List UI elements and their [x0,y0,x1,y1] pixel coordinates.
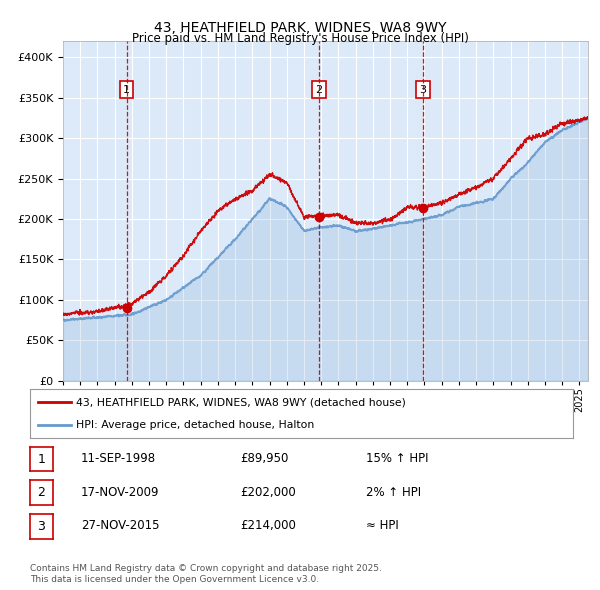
Text: This data is licensed under the Open Government Licence v3.0.: This data is licensed under the Open Gov… [30,575,319,584]
Text: 3: 3 [419,85,426,95]
Text: 2% ↑ HPI: 2% ↑ HPI [366,486,421,499]
Text: 15% ↑ HPI: 15% ↑ HPI [366,452,428,465]
Text: 3: 3 [37,520,46,533]
Text: 2: 2 [316,85,323,95]
Text: 43, HEATHFIELD PARK, WIDNES, WA8 9WY (detached house): 43, HEATHFIELD PARK, WIDNES, WA8 9WY (de… [76,398,406,408]
Text: Contains HM Land Registry data © Crown copyright and database right 2025.: Contains HM Land Registry data © Crown c… [30,565,382,573]
Text: 1: 1 [37,453,46,466]
Text: 1: 1 [123,85,130,95]
Text: 11-SEP-1998: 11-SEP-1998 [81,452,156,465]
Text: £89,950: £89,950 [240,452,289,465]
Text: HPI: Average price, detached house, Halton: HPI: Average price, detached house, Halt… [76,419,314,430]
Text: 43, HEATHFIELD PARK, WIDNES, WA8 9WY: 43, HEATHFIELD PARK, WIDNES, WA8 9WY [154,21,446,35]
Text: £202,000: £202,000 [240,486,296,499]
Text: 2: 2 [37,486,46,499]
Text: 17-NOV-2009: 17-NOV-2009 [81,486,160,499]
Text: ≈ HPI: ≈ HPI [366,519,399,532]
Text: Price paid vs. HM Land Registry's House Price Index (HPI): Price paid vs. HM Land Registry's House … [131,32,469,45]
Text: 27-NOV-2015: 27-NOV-2015 [81,519,160,532]
Text: £214,000: £214,000 [240,519,296,532]
